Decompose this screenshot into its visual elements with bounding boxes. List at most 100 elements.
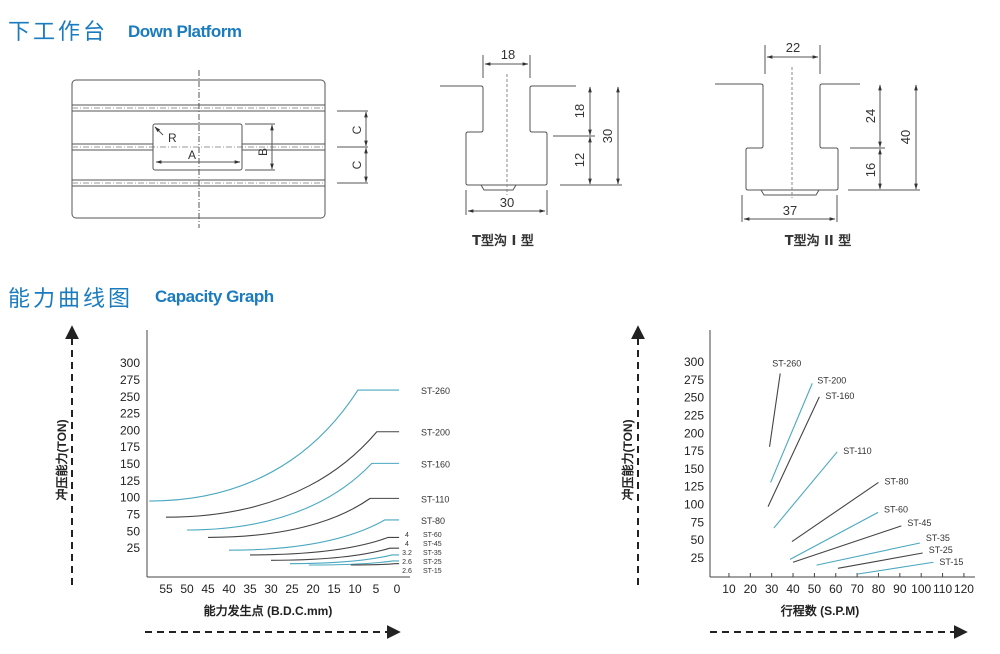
right-x-tick: 40 — [786, 582, 800, 596]
left-x-label: 能力发生点 (B.D.C.mm) — [204, 603, 333, 618]
right-series-st-160 — [767, 396, 820, 507]
label-a: A — [188, 148, 196, 162]
right-y-tick: 75 — [691, 515, 705, 529]
t-slot-1-caption: T型沟 I 型 — [472, 233, 534, 249]
label-c1: C — [350, 125, 364, 134]
right-x-tick: 30 — [765, 582, 779, 596]
right-y-tick: 25 — [691, 551, 705, 565]
left-series-st-15 — [350, 563, 400, 566]
left-series-label: ST-45 — [423, 541, 442, 548]
right-series-label: ST-80 — [884, 476, 908, 486]
right-x-tick: 70 — [850, 582, 864, 596]
left-stroke-label: 4 — [405, 541, 409, 548]
right-series-st-25 — [837, 552, 923, 569]
left-x-tick: 5 — [373, 582, 380, 596]
right-series-label: ST-110 — [843, 446, 871, 456]
right-series-st-35 — [816, 542, 921, 566]
left-series-st-260 — [149, 389, 400, 502]
left-y-tick: 125 — [120, 474, 140, 488]
right-y-tick: 100 — [684, 498, 704, 512]
left-stroke-label: 3.2 — [402, 550, 412, 557]
left-y-tick: 225 — [120, 407, 140, 421]
right-x-label: 行程数 (S.P.M) — [780, 603, 859, 618]
left-y-tick: 75 — [127, 508, 141, 522]
right-y-tick: 200 — [684, 426, 704, 440]
left-series-label: ST-200 — [421, 428, 450, 438]
left-series-label: ST-25 — [423, 559, 442, 566]
left-series-st-45 — [270, 547, 400, 561]
left-x-tick: 35 — [243, 582, 257, 596]
right-series-st-45 — [792, 525, 902, 563]
left-x-tick: 15 — [327, 582, 341, 596]
left-series-st-200 — [165, 431, 400, 518]
right-y-tick: 275 — [684, 373, 704, 387]
left-x-tick: 0 — [394, 582, 401, 596]
label-c2: C — [350, 160, 364, 169]
left-series-st-110 — [207, 497, 400, 538]
right-x-tick: 120 — [954, 582, 974, 596]
left-x-tick: 45 — [201, 582, 215, 596]
left-stroke-label: 4 — [405, 532, 409, 539]
t2-dim-upper: 24 — [863, 109, 878, 123]
right-y-tick: 150 — [684, 462, 704, 476]
right-y-tick: 250 — [684, 391, 704, 405]
right-series-st-260 — [768, 373, 781, 447]
right-x-tick: 20 — [744, 582, 758, 596]
right-x-tick: 110 — [933, 582, 952, 596]
right-y-tick: 225 — [684, 408, 704, 422]
t-slot-2-caption: T型沟 II 型 — [785, 233, 852, 249]
left-y-tick: 275 — [120, 373, 140, 387]
platform-drawing — [71, 70, 368, 228]
left-series-st-25 — [308, 560, 400, 566]
left-x-tick: 50 — [180, 582, 194, 596]
t1-dim-total: 30 — [600, 129, 615, 143]
right-series-st-80 — [791, 481, 879, 543]
right-y-tick: 50 — [691, 533, 705, 547]
left-series-st-35 — [289, 554, 400, 565]
t1-dim-lower: 12 — [572, 153, 587, 167]
left-y-tick: 250 — [120, 390, 140, 404]
right-series-label: ST-15 — [939, 557, 963, 567]
t2-dim-bottom: 37 — [783, 203, 797, 218]
right-series-label: ST-200 — [817, 375, 846, 385]
left-series-label: ST-110 — [421, 494, 449, 504]
left-series-label: ST-160 — [421, 459, 450, 469]
left-series-label: ST-35 — [423, 550, 442, 557]
platform-title-zh: 下工作台 — [8, 20, 109, 45]
left-stroke-label: 2.6 — [402, 568, 412, 575]
left-x-tick: 20 — [306, 582, 320, 596]
left-series-label: ST-15 — [423, 568, 442, 575]
label-b: B — [256, 148, 270, 156]
platform-title-en: Down Platform — [128, 22, 242, 41]
capacity-title-zh: 能力曲线图 — [8, 287, 134, 312]
right-series-label: ST-45 — [907, 518, 931, 528]
right-y-tick: 175 — [684, 444, 704, 458]
right-y-tick: 125 — [684, 480, 704, 494]
right-series-label: ST-60 — [884, 504, 908, 514]
left-stroke-label: 2.6 — [402, 559, 412, 566]
right-series-label: ST-35 — [926, 533, 950, 543]
left-x-tick: 55 — [159, 582, 173, 596]
left-y-tick: 100 — [120, 491, 140, 505]
right-series-st-15 — [857, 561, 934, 575]
left-series-st-160 — [186, 462, 400, 531]
right-x-tick: 10 — [722, 582, 736, 596]
right-x-tick: 100 — [911, 582, 931, 596]
left-series-label: ST-260 — [421, 386, 450, 396]
right-series-label: ST-260 — [772, 358, 801, 368]
capacity-vs-spm-chart: 25 50 75 100 125 150 175 200 225 250 275 300 10 20 30 4… — [684, 355, 974, 596]
t1-dim-upper: 18 — [572, 104, 587, 118]
t2-dim-total: 40 — [898, 130, 913, 144]
right-series-st-60 — [789, 511, 879, 560]
left-y-tick: 200 — [120, 423, 140, 437]
label-r: R — [168, 131, 177, 145]
t1-dim-bottom: 30 — [500, 195, 514, 210]
left-x-tick: 40 — [222, 582, 236, 596]
capacity-title-en: Capacity Graph — [155, 287, 274, 306]
right-y-tick: 300 — [684, 355, 704, 369]
t2-dim-top: 22 — [786, 40, 800, 55]
right-y-label: 冲压能力(TON) — [620, 419, 635, 500]
right-x-tick: 50 — [808, 582, 822, 596]
